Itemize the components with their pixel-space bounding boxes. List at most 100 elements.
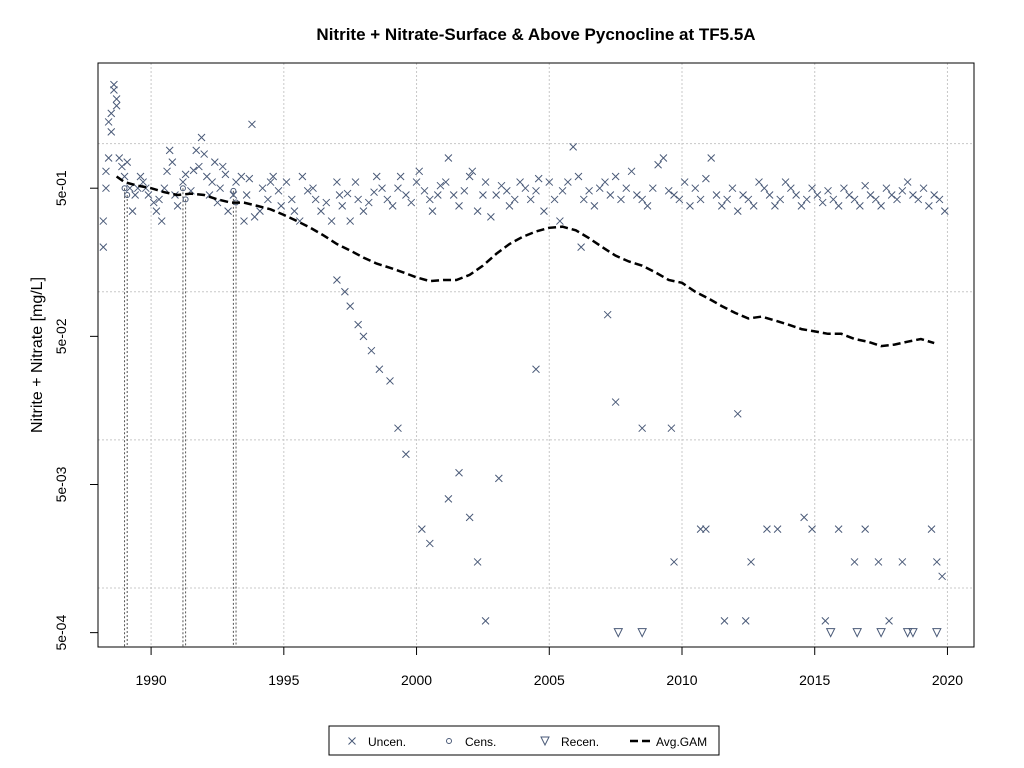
- uncensored-point: [633, 191, 641, 199]
- uncensored-point: [465, 513, 474, 522]
- uncensored-point: [648, 184, 657, 193]
- uncensored-point: [455, 468, 463, 477]
- uncensored-point: [420, 186, 429, 195]
- uncensored-point: [412, 178, 421, 186]
- uncensored-point: [670, 558, 678, 566]
- uncensored-point: [269, 172, 278, 181]
- uncensored-point: [898, 186, 907, 195]
- uncensored-point: [388, 202, 397, 210]
- legend-label: Avg.GAM: [656, 735, 707, 749]
- uncensored-point: [502, 186, 511, 195]
- uncensored-point: [617, 195, 625, 204]
- uncensored-point: [885, 617, 893, 625]
- legend-label: Uncen.: [368, 735, 406, 749]
- uncensored-point: [601, 178, 609, 186]
- uncensored-point: [540, 207, 548, 216]
- uncensored-point: [372, 172, 381, 181]
- uncensored-point: [173, 202, 182, 210]
- uncensored-point: [189, 166, 198, 175]
- uncensored-point: [449, 191, 458, 199]
- uncensored-point: [556, 217, 564, 225]
- uncensored-point: [733, 207, 742, 216]
- uncensored-point: [375, 365, 384, 374]
- uncensored-point: [579, 195, 588, 204]
- y-tick-label: 5e-01: [53, 170, 69, 206]
- y-tick-label: 5e-04: [53, 615, 69, 651]
- uncensored-point: [115, 154, 124, 162]
- uncensored-point: [481, 178, 490, 186]
- uncensored-point: [664, 186, 673, 195]
- gridlines: [98, 63, 974, 647]
- x-tick-label: 2005: [534, 672, 565, 688]
- uncensored-point: [728, 184, 737, 193]
- uncensored-point: [102, 167, 110, 176]
- uncensored-point: [526, 195, 535, 204]
- y-tick-label: 5e-02: [53, 318, 69, 354]
- uncensored-point: [829, 195, 838, 204]
- uncensored-point: [659, 154, 668, 162]
- uncensored-point: [909, 191, 917, 199]
- uncensored-point: [821, 617, 830, 625]
- uncensored-point: [590, 202, 599, 210]
- uncensored-point: [309, 184, 317, 193]
- uncensored-point: [333, 276, 341, 284]
- uncensored-point: [763, 525, 771, 533]
- uncensored-point: [394, 184, 402, 193]
- uncensored-point: [107, 109, 116, 118]
- uncensored-point: [165, 146, 174, 155]
- uncensored-point: [670, 191, 678, 199]
- legend-symbol-recen: [540, 736, 550, 747]
- uncensored-point: [266, 178, 275, 186]
- uncensored-point: [303, 186, 312, 195]
- censored-point: [124, 191, 131, 198]
- uncensored-point: [925, 202, 933, 210]
- uncensored-point: [741, 617, 750, 625]
- uncensored-point: [455, 202, 463, 210]
- uncensored-point: [707, 154, 716, 162]
- x-axis: 1990 1995 2000 2005 2010 2015 2020: [136, 646, 963, 688]
- uncensored-point: [898, 558, 907, 566]
- uncensored-point: [595, 184, 604, 193]
- censored-point: [182, 196, 189, 203]
- uncensored-point: [433, 191, 442, 199]
- uncensored-point: [157, 217, 166, 225]
- uncensored-point: [611, 172, 620, 181]
- uncensored-point: [192, 146, 201, 155]
- uncensored-point: [287, 195, 296, 204]
- uncensored-point: [558, 186, 567, 195]
- uncensored-point: [149, 198, 158, 207]
- legend: Uncen. Cens. Recen. Avg.GAM: [328, 725, 720, 756]
- uncensored-point: [938, 572, 946, 581]
- uncensored-point: [871, 195, 880, 204]
- uncensored-point: [126, 184, 134, 193]
- uncensored-point: [290, 207, 299, 216]
- uncensored-point: [696, 195, 705, 204]
- uncensored-point: [444, 494, 453, 503]
- uncensored-point: [428, 207, 437, 216]
- uncensored-point: [739, 191, 747, 199]
- uncensored-point: [258, 184, 267, 193]
- uncensored-point: [932, 558, 941, 566]
- uncensored-point: [378, 184, 386, 193]
- recensored-point: [613, 628, 624, 638]
- uncensored-point: [144, 191, 153, 199]
- uncensored-point: [152, 207, 161, 216]
- uncensored-point: [882, 184, 891, 193]
- uncensored-point: [585, 186, 593, 195]
- uncensored-point: [351, 178, 360, 186]
- uncensored-point: [298, 172, 307, 181]
- uncensored-point: [237, 172, 246, 181]
- uncensored-point: [813, 191, 822, 199]
- uncensored-point: [274, 186, 283, 195]
- uncensored-point: [494, 474, 503, 483]
- uncensored-point: [643, 202, 652, 210]
- uncensored-point: [521, 184, 530, 193]
- uncensored-point: [277, 202, 286, 210]
- uncensored-point: [874, 558, 883, 566]
- uncensored-point: [460, 186, 469, 195]
- uncensored-point: [441, 178, 450, 186]
- uncensored-point: [136, 172, 145, 181]
- uncensored-point: [733, 409, 742, 418]
- legend-label: Recen.: [561, 735, 599, 749]
- uncensored-point: [800, 513, 808, 522]
